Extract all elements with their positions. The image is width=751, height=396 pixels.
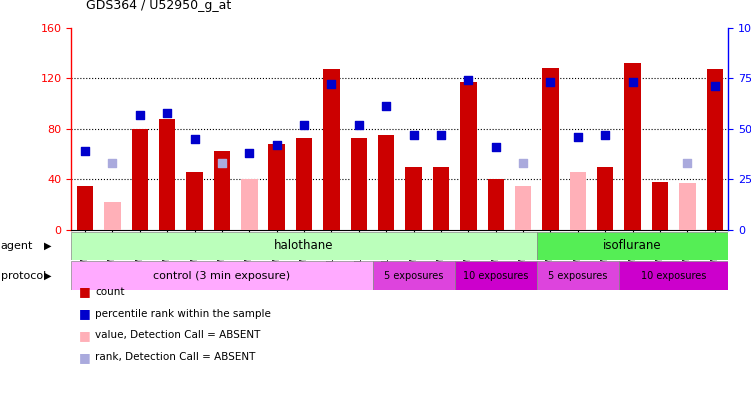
Bar xyxy=(269,144,285,230)
Bar xyxy=(619,261,728,290)
Bar xyxy=(624,63,641,230)
Point xyxy=(599,131,611,138)
Text: ■: ■ xyxy=(79,307,91,320)
Bar xyxy=(487,179,504,230)
Text: ▶: ▶ xyxy=(44,241,51,251)
Point xyxy=(243,150,255,156)
Bar xyxy=(537,261,619,290)
Bar xyxy=(460,82,477,230)
Point xyxy=(134,111,146,118)
Text: ▶: ▶ xyxy=(44,270,51,281)
Point xyxy=(517,160,529,166)
Bar xyxy=(597,167,614,230)
Point xyxy=(325,81,337,88)
Bar xyxy=(296,137,312,230)
Text: ■: ■ xyxy=(79,351,91,364)
Point xyxy=(189,135,201,142)
Bar xyxy=(570,171,586,230)
Bar xyxy=(542,68,559,230)
Bar xyxy=(186,171,203,230)
Bar xyxy=(378,135,394,230)
Point xyxy=(490,144,502,150)
Bar xyxy=(323,69,339,230)
Bar xyxy=(131,129,148,230)
Point xyxy=(298,122,310,128)
Point xyxy=(435,131,447,138)
Point xyxy=(544,79,556,86)
Text: protocol: protocol xyxy=(1,270,46,281)
Point xyxy=(216,160,228,166)
Bar xyxy=(159,118,176,230)
Point xyxy=(161,109,173,116)
Bar xyxy=(406,167,422,230)
Bar xyxy=(351,137,367,230)
Point xyxy=(380,103,392,110)
Point xyxy=(408,131,420,138)
Point xyxy=(79,148,91,154)
Bar xyxy=(214,151,230,230)
Text: 10 exposures: 10 exposures xyxy=(641,270,707,281)
Text: halothane: halothane xyxy=(274,240,334,252)
Bar xyxy=(104,202,121,230)
Bar xyxy=(71,261,372,290)
Point xyxy=(107,160,119,166)
Bar xyxy=(679,183,695,230)
Point xyxy=(681,160,693,166)
Text: isoflurane: isoflurane xyxy=(603,240,662,252)
Text: 10 exposures: 10 exposures xyxy=(463,270,529,281)
Text: value, Detection Call = ABSENT: value, Detection Call = ABSENT xyxy=(95,330,261,341)
Text: GDS364 / U52950_g_at: GDS364 / U52950_g_at xyxy=(86,0,231,12)
Text: percentile rank within the sample: percentile rank within the sample xyxy=(95,308,271,319)
Bar xyxy=(77,185,93,230)
Text: rank, Detection Call = ABSENT: rank, Detection Call = ABSENT xyxy=(95,352,256,362)
Text: 5 exposures: 5 exposures xyxy=(384,270,443,281)
Bar xyxy=(372,261,454,290)
Bar xyxy=(71,232,537,260)
Bar xyxy=(454,261,537,290)
Bar xyxy=(241,179,258,230)
Bar xyxy=(433,167,449,230)
Bar xyxy=(707,69,723,230)
Point xyxy=(463,77,475,84)
Point xyxy=(353,122,365,128)
Text: 5 exposures: 5 exposures xyxy=(548,270,608,281)
Point xyxy=(709,83,721,89)
Bar xyxy=(537,232,728,260)
Text: count: count xyxy=(95,287,125,297)
Point xyxy=(626,79,638,86)
Text: control (3 min exposure): control (3 min exposure) xyxy=(153,270,291,281)
Bar xyxy=(652,182,668,230)
Point xyxy=(270,142,282,148)
Point xyxy=(572,133,584,140)
Text: agent: agent xyxy=(1,241,33,251)
Text: ■: ■ xyxy=(79,286,91,298)
Bar xyxy=(515,185,532,230)
Text: ■: ■ xyxy=(79,329,91,342)
